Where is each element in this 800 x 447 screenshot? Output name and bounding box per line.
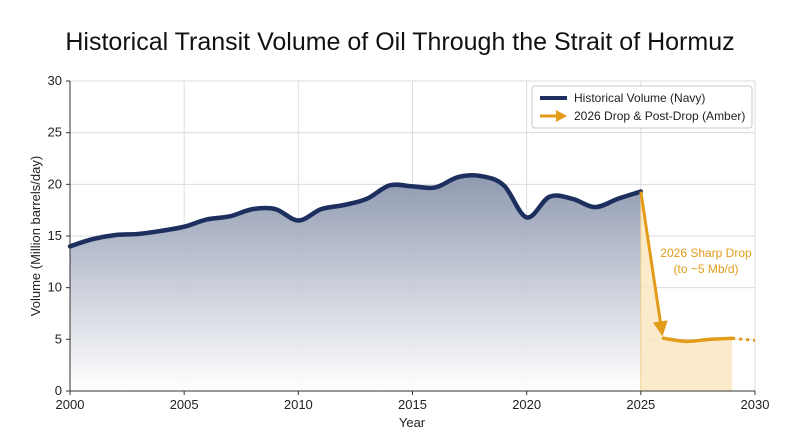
series-lines [67,173,756,344]
y-tick-label: 30 [48,73,62,88]
y-tick-label: 25 [48,125,62,140]
legend-label-drop: 2026 Drop & Post-Drop (Amber) [574,109,745,123]
y-tick-label: 20 [48,176,62,191]
x-tick-label: 2010 [284,397,313,412]
x-axis-label: Year [399,415,426,430]
chart-title: Historical Transit Volume of Oil Through… [65,28,735,56]
historical-area-fill [70,175,641,391]
historical-line [67,173,644,249]
y-tick-label: 5 [55,331,62,346]
post-drop-line [661,336,734,344]
drop-arrow [639,191,668,337]
x-tick-label: 2030 [741,397,770,412]
area-fills [70,175,733,391]
drop-annotation: 2026 Sharp Drop (to ~5 Mb/d) [660,246,752,276]
x-tick-label: 2000 [56,397,85,412]
x-tick-label: 2025 [626,397,655,412]
legend-box [531,85,753,129]
x-tick-label: 2015 [398,397,427,412]
x-tick-label: 2005 [170,397,199,412]
legend-arrow-icon [556,110,567,122]
annotation-line-1: 2026 Sharp Drop [660,246,752,260]
x-tick-label: 2020 [512,397,541,412]
y-tick-label: 10 [48,280,62,295]
y-axis-label: Volume (Million barrels/day) [28,156,43,316]
annotation-line-2: (to ~5 Mb/d) [673,262,738,276]
drop-area-fill [640,191,733,391]
legend-label-historical: Historical Volume (Navy) [574,91,705,105]
y-tick-label: 15 [48,228,62,243]
legend: Historical Volume (Navy) 2026 Drop & Pos… [531,85,753,129]
y-tick-label: 0 [55,383,62,398]
